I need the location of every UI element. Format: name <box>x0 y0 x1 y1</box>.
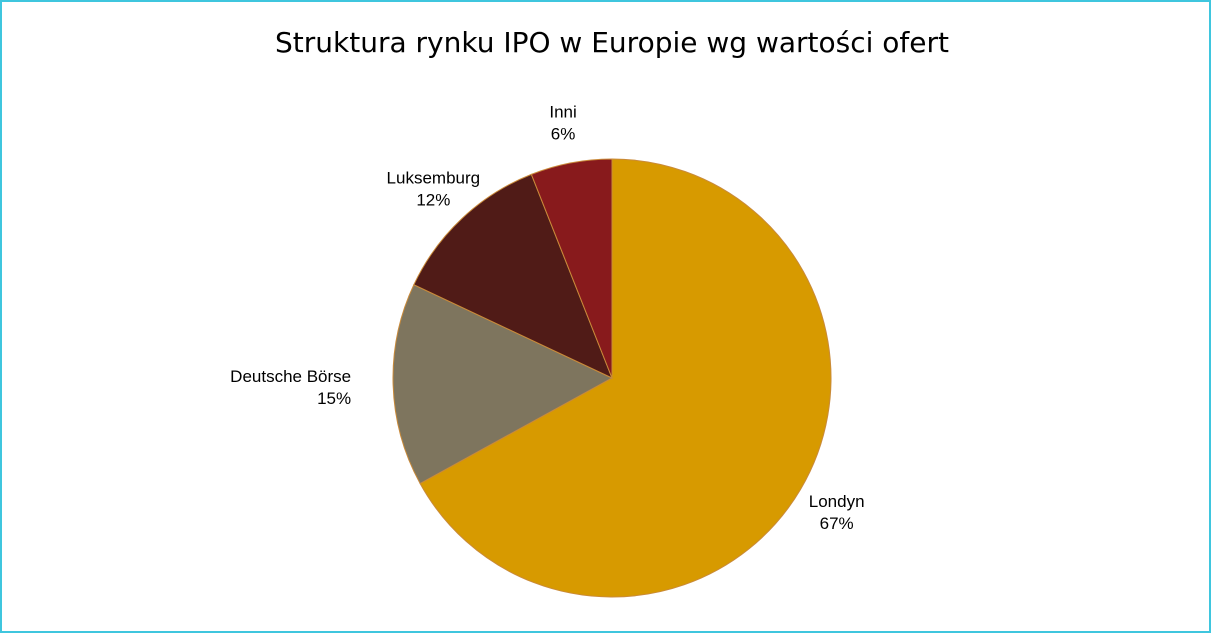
slice-label: Londyn <box>809 492 865 511</box>
slice-value-label: 67% <box>820 514 854 533</box>
pie-slice <box>419 158 832 598</box>
slice-value-label: 12% <box>416 191 450 210</box>
slice-value-label: 6% <box>551 125 576 144</box>
chart-title: Struktura rynku IPO w Europie wg wartośc… <box>275 26 949 59</box>
slice-label: Deutsche Börse <box>230 367 351 386</box>
pie-slice <box>530 158 613 379</box>
pie-slice <box>392 284 614 485</box>
pie-slice <box>413 173 613 379</box>
slice-label: Inni <box>549 103 576 122</box>
slice-label: Luksemburg <box>387 169 481 188</box>
slice-value-label: 15% <box>317 389 351 408</box>
